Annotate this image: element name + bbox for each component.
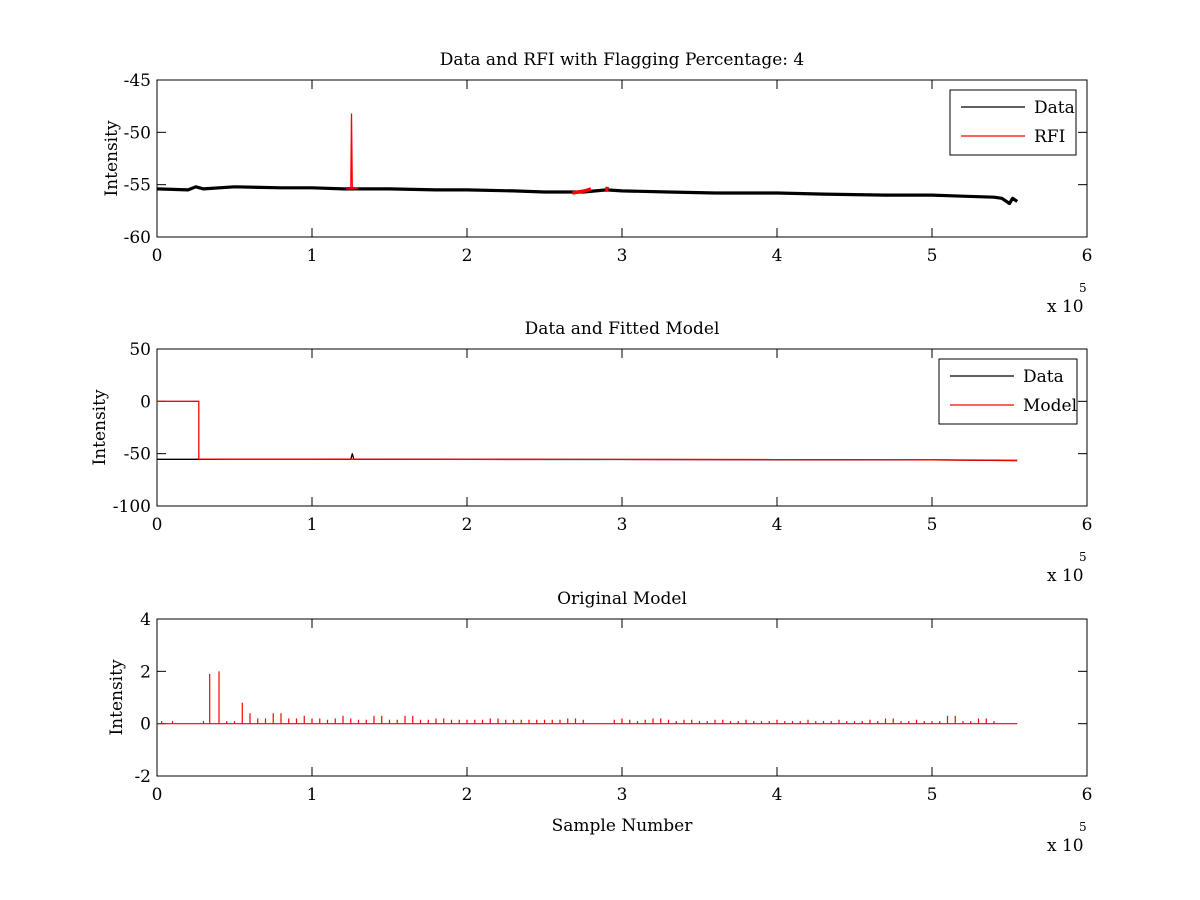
chart-title: Data and Fitted Model (525, 319, 720, 339)
axes-box (156, 79, 1088, 238)
y-axis-label: Intensity (90, 389, 110, 465)
x-tick-label: 5 (927, 785, 938, 805)
chart-title: Data and RFI with Flagging Percentage: 4 (440, 50, 804, 70)
legend-box (938, 358, 1078, 425)
x-tick-label: 5 (927, 515, 938, 535)
x-tick-label: 3 (617, 246, 628, 266)
y-tick-label: -50 (124, 445, 151, 465)
series-line-data (157, 185, 1019, 206)
y-tick-label: 0 (140, 392, 151, 412)
x-exponent-label: x 10 (1047, 297, 1084, 317)
plot-area (157, 671, 1018, 725)
x-tick-label: 1 (307, 515, 318, 535)
y-tick-label: 4 (140, 610, 151, 630)
y-tick-label: -2 (134, 767, 151, 787)
y-axis-label: Intensity (102, 120, 122, 196)
x-tick-label: 4 (772, 785, 783, 805)
axes-box (156, 348, 1088, 507)
x-tick-label: 6 (1082, 246, 1093, 266)
legend-label: RFI (1034, 127, 1065, 147)
y-axis-label: Intensity (107, 659, 127, 735)
chart-panel-2: 0 1 2 3 4 5 6 -100 -50 0 50 x 10 5 Data and Fitted Mo… (90, 319, 1092, 586)
x-tick-label: 0 (152, 785, 163, 805)
y-tick-label: 2 (140, 662, 151, 682)
x-tick-label: 2 (462, 515, 473, 535)
x-tick-label: 2 (462, 785, 473, 805)
plot-area (157, 400, 1018, 462)
plot-area (157, 113, 1019, 206)
series-segment-rfi (346, 113, 359, 190)
series-segment-rfi (572, 187, 592, 195)
x-exponent-label: x 10 (1047, 566, 1084, 586)
x-tick-label: 6 (1082, 785, 1093, 805)
legend-label: Model (1023, 396, 1077, 416)
legend-label: Data (1023, 367, 1064, 387)
x-exponent-value: 5 (1079, 820, 1087, 834)
x-tick-label: 6 (1082, 515, 1093, 535)
y-tick-label: -45 (124, 71, 151, 91)
x-tick-label: 4 (772, 515, 783, 535)
x-tick-label: 0 (152, 515, 163, 535)
x-tick-label: 0 (152, 246, 163, 266)
x-tick-label: 5 (927, 246, 938, 266)
x-exponent-label: x 10 (1047, 836, 1084, 856)
x-tick-label: 1 (307, 246, 318, 266)
x-axis-label: Sample Number (552, 816, 694, 836)
legend-box (949, 89, 1077, 156)
y-tick-label: 50 (129, 340, 151, 360)
x-exponent-value: 5 (1079, 281, 1087, 295)
y-tick-label: 0 (140, 715, 151, 735)
y-tick-label: -60 (124, 228, 151, 248)
x-tick-label: 3 (617, 515, 628, 535)
legend: Data RFI (949, 89, 1077, 156)
chart-panel-1: 0 1 2 3 4 5 6 -60 -55 -50 -45 x 10 5 Data and RFI wit… (102, 50, 1092, 317)
x-exponent-value: 5 (1079, 550, 1087, 564)
chart-title: Original Model (557, 589, 687, 609)
legend: Data Model (938, 358, 1078, 425)
axes-box (156, 618, 1088, 777)
x-tick-label: 4 (772, 246, 783, 266)
series-segment-rfi (604, 186, 610, 192)
series-line-model (157, 400, 1018, 461)
y-tick-label: -50 (124, 123, 151, 143)
y-tick-label: -100 (113, 497, 151, 517)
legend-label: Data (1034, 98, 1075, 118)
x-tick-label: 1 (307, 785, 318, 805)
x-tick-label: 2 (462, 246, 473, 266)
y-tick-label: -55 (124, 176, 151, 196)
x-tick-label: 3 (617, 785, 628, 805)
